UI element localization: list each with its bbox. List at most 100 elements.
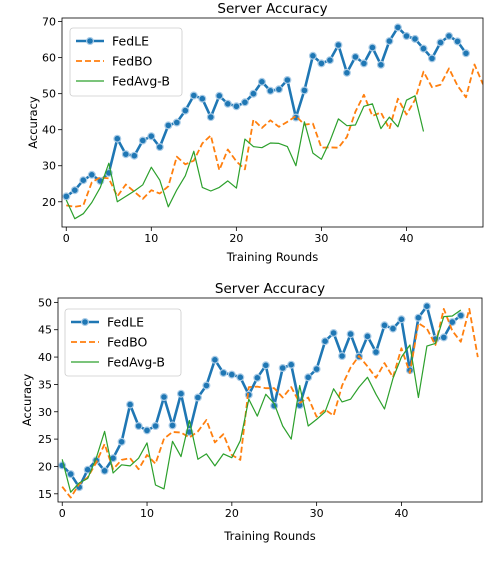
data-point <box>397 315 406 324</box>
legend-label: FedAvg-B <box>112 74 170 89</box>
data-point <box>134 422 143 431</box>
data-point <box>462 49 471 58</box>
data-point <box>329 329 338 338</box>
legend-label: FedLE <box>112 34 149 49</box>
data-point <box>100 466 109 475</box>
data-point <box>436 38 445 47</box>
data-point <box>385 37 394 46</box>
data-point <box>227 370 236 379</box>
data-point <box>202 381 211 390</box>
x-tick-label: 20 <box>225 507 239 520</box>
data-point <box>121 150 130 159</box>
data-point <box>215 91 224 100</box>
data-point <box>300 86 309 95</box>
series-line-fedbo <box>61 307 479 499</box>
y-tick-label: 15 <box>38 488 52 501</box>
data-point <box>236 373 245 382</box>
legend: FedLE FedBO FedAvg-B <box>64 308 182 377</box>
data-point <box>338 352 347 361</box>
legend-box <box>69 27 183 97</box>
data-point <box>376 60 385 69</box>
data-point <box>402 31 411 40</box>
data-point <box>287 360 296 369</box>
data-point <box>210 355 219 364</box>
x-axis-label: Training Rounds <box>223 529 315 543</box>
data-point <box>130 151 139 160</box>
data-point <box>155 143 164 152</box>
y-tick-label: 30 <box>42 160 56 173</box>
data-point <box>177 389 186 398</box>
data-point <box>380 321 389 330</box>
data-point <box>164 121 173 130</box>
y-tick-label: 70 <box>42 16 56 29</box>
y-axis-label: Accuracy <box>20 374 34 427</box>
chart-title: Server Accuracy <box>215 281 325 297</box>
x-tick-label: 30 <box>314 232 328 245</box>
y-axis-label: Accuracy <box>26 96 40 149</box>
data-point <box>143 426 152 435</box>
legend-box <box>64 308 182 377</box>
data-point <box>274 85 283 94</box>
data-point <box>428 54 437 63</box>
data-point <box>66 470 75 479</box>
legend-label: FedLE <box>107 315 144 330</box>
data-point <box>79 176 88 185</box>
data-point <box>219 368 228 377</box>
x-tick-label: 40 <box>394 507 408 520</box>
legend-label: FedBO <box>107 335 147 350</box>
x-tick-label: 20 <box>229 232 243 245</box>
data-point <box>253 373 262 382</box>
data-point <box>189 91 198 100</box>
data-point <box>168 421 177 430</box>
data-point <box>363 332 372 341</box>
y-tick-label: 35 <box>38 378 52 391</box>
data-point <box>70 186 79 195</box>
data-point <box>206 113 215 122</box>
data-point <box>278 364 287 373</box>
y-tick-label: 30 <box>38 406 52 419</box>
data-point <box>223 99 232 108</box>
series-line-fedbo <box>66 63 483 208</box>
data-point <box>351 52 360 61</box>
data-point <box>249 89 258 98</box>
chart-title: Server Accuracy <box>217 1 327 17</box>
series-line-fedavg-b <box>61 309 462 493</box>
data-point <box>342 68 351 77</box>
plot-area <box>58 302 479 499</box>
data-point <box>411 34 420 43</box>
data-point <box>151 422 160 431</box>
plot-area <box>62 23 483 220</box>
y-tick-label: 50 <box>42 88 56 101</box>
data-point <box>389 324 398 333</box>
data-point <box>422 302 431 311</box>
x-tick-label: 0 <box>59 507 66 520</box>
data-point <box>62 192 71 201</box>
data-point <box>283 75 292 84</box>
data-point <box>304 373 313 382</box>
data-point <box>359 59 368 68</box>
x-tick-label: 40 <box>399 232 413 245</box>
y-tick-label: 20 <box>38 460 52 473</box>
data-point <box>232 102 241 111</box>
data-point <box>198 94 207 103</box>
y-tick-label: 45 <box>38 324 52 337</box>
data-point <box>312 365 321 374</box>
data-point <box>257 77 266 86</box>
data-point <box>126 400 135 409</box>
data-point <box>439 333 448 342</box>
x-tick-label: 30 <box>310 507 324 520</box>
x-axis-label: Training Rounds <box>226 250 318 264</box>
data-point <box>308 51 317 60</box>
data-point <box>448 318 457 327</box>
data-point <box>368 43 377 52</box>
legend-marker <box>80 318 89 327</box>
chart-2: 0 10 20 30 40 15 20 25 30 35 40 45 50 Server Accuracy… <box>20 281 483 543</box>
data-point <box>414 313 423 322</box>
data-point <box>372 348 381 357</box>
chart-1: 0 10 20 30 40 20 30 40 50 60 70 Server Accuracy Trai… <box>26 1 484 264</box>
data-point <box>393 23 402 32</box>
legend-label: FedAvg-B <box>107 355 165 370</box>
data-point <box>317 59 326 68</box>
y-tick-label: 20 <box>42 196 56 209</box>
